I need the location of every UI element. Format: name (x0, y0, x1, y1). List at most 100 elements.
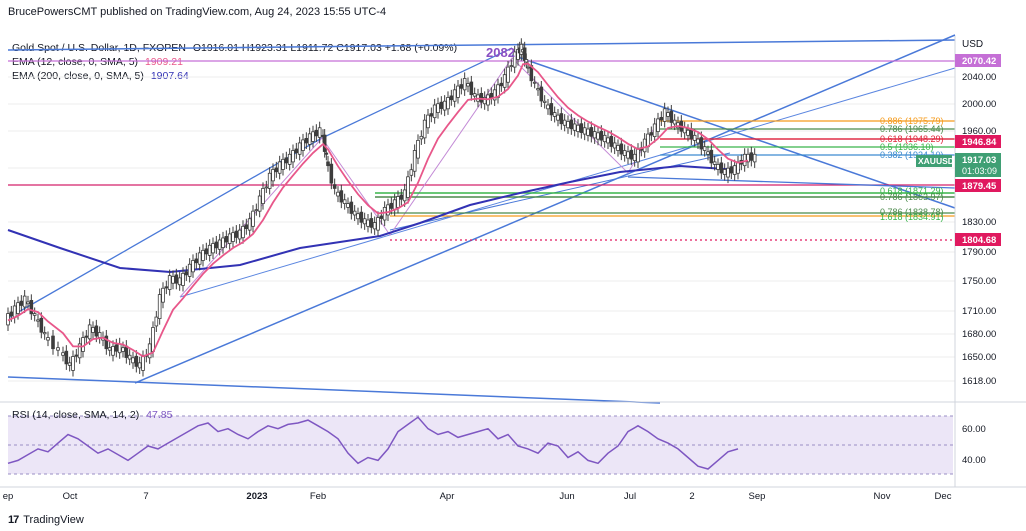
currency-label[interactable]: USD (962, 39, 984, 50)
candle-body (386, 204, 390, 216)
candle-body (706, 151, 710, 155)
candle-body (201, 249, 205, 261)
candle-body (649, 132, 654, 136)
candle-body (221, 237, 225, 248)
candle-body (157, 294, 162, 320)
candle-body (164, 286, 169, 289)
candle-body (506, 66, 510, 83)
abc-pattern (179, 57, 661, 298)
candle-body (589, 127, 594, 137)
candle-body (742, 153, 747, 167)
candle-body (379, 215, 384, 219)
candle-body (131, 357, 135, 364)
candle-body (429, 113, 434, 117)
candle-body (729, 166, 734, 174)
price-tick: 1618.00 (962, 376, 996, 387)
candle-body (36, 319, 40, 322)
candle-body (187, 263, 192, 277)
candle-body (579, 123, 584, 133)
candle-body (522, 47, 527, 61)
rsi-tick: 60.00 (962, 424, 986, 435)
candle-body (479, 92, 484, 103)
candle-body (532, 81, 537, 84)
candle-body (71, 356, 75, 371)
price-tick: 1710.00 (962, 306, 996, 317)
candle-body (94, 325, 99, 337)
candle-body (559, 113, 564, 125)
candle-body (241, 225, 245, 239)
candle-body (629, 149, 634, 160)
candle-body (696, 138, 700, 144)
candle-body (636, 148, 640, 163)
candle-body (261, 188, 265, 204)
price-tick: 1680.00 (962, 329, 996, 340)
symbol-legend[interactable]: Gold Spot / U.S. Dollar, 1D, FXOPEN O191… (12, 42, 457, 54)
candle-body (104, 335, 109, 350)
candle-body (194, 258, 199, 264)
candle-body (562, 119, 567, 126)
candle-body (524, 59, 529, 63)
price-badges: 2070.42 1946.84 1917.03 1879.45 1804.68 01:03… (916, 54, 1001, 246)
candle-body (51, 335, 55, 350)
candle-body (469, 81, 474, 96)
candle-body (569, 119, 574, 130)
candle-body (22, 295, 27, 308)
candle-body (154, 316, 159, 327)
candle-body (197, 252, 202, 265)
ticker-label: XAUUSD (918, 156, 954, 166)
candle-body (432, 104, 437, 119)
candle-body (726, 167, 730, 178)
candle-body (556, 114, 560, 121)
candle-body (372, 222, 377, 230)
candle-body (426, 114, 430, 129)
candle-body (606, 137, 610, 144)
rsi-legend[interactable]: RSI (14, close, SMA, 14, 2) 47.85 (12, 409, 172, 421)
ema12-legend[interactable]: EMA (12, close, 0, SMA, 5) 1909.21 (12, 56, 183, 68)
candle-body (542, 100, 547, 103)
candle-body (362, 218, 367, 225)
candle-body (324, 152, 329, 155)
candle-body (656, 118, 660, 132)
candle-body (412, 150, 417, 172)
candle-body (342, 199, 347, 204)
candle-body (482, 97, 487, 105)
candle-body (582, 127, 587, 135)
candle-body (326, 161, 330, 167)
candle-body (509, 65, 514, 67)
candle-body (382, 206, 387, 221)
time-tick: Jul (624, 491, 636, 502)
candle-body (552, 112, 557, 117)
candle-body (439, 101, 444, 109)
candle-body (134, 355, 139, 367)
countdown-label: 01:03:09 (962, 166, 997, 176)
candle-body (314, 129, 319, 137)
candle-body (64, 350, 69, 365)
candle-body (211, 243, 215, 254)
pitchfork-upper-ext (321, 47, 513, 139)
time-tick: Nov (874, 491, 891, 502)
candle-body (422, 119, 427, 139)
price-badge (955, 54, 1001, 67)
candle-body (396, 196, 400, 208)
candle-body (586, 128, 590, 136)
ema200-legend[interactable]: EMA (200, close, 0, SMA, 5) 1907.64 (12, 70, 189, 82)
candle-body (462, 78, 467, 91)
candle-body (264, 186, 269, 189)
candle-body (549, 103, 554, 116)
candle-body (359, 211, 364, 223)
candle-body (137, 362, 142, 369)
candle-body (291, 150, 295, 163)
candle-body (502, 74, 507, 88)
candle-body (26, 301, 30, 305)
candle-body (251, 210, 255, 227)
fib-label-0618-low: 0.618 (1871.29) (880, 186, 944, 196)
ema12-value: 1909.21 (144, 56, 183, 68)
candle-body (659, 116, 664, 121)
candle-body (459, 84, 464, 89)
candle-body (32, 313, 37, 316)
candle-body (626, 151, 630, 159)
candle-body (499, 82, 504, 87)
candle-body (622, 150, 627, 156)
candle-body (472, 93, 477, 97)
